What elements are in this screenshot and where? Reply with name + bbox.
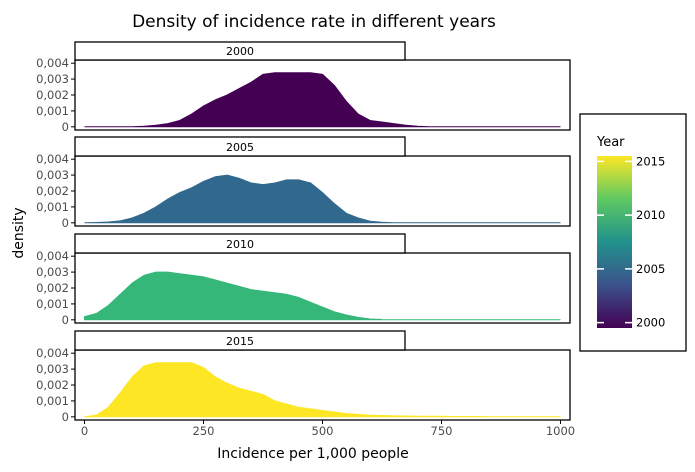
panel-2010: 2010 0 0,001 0,002 0,003 0,004 bbox=[36, 233, 571, 327]
facet-strip-label: 2005 bbox=[226, 141, 254, 154]
y-tick-label: 0 bbox=[62, 216, 69, 230]
y-tick-label: 0,003 bbox=[36, 362, 69, 376]
facet-strip-label: 2010 bbox=[226, 238, 254, 251]
legend: Year 2015 2010 2005 2000 bbox=[579, 113, 687, 352]
y-tick-label: 0,002 bbox=[36, 184, 69, 198]
chart-title: Density of incidence rate in different y… bbox=[132, 12, 496, 32]
density-area-2005 bbox=[84, 174, 561, 224]
y-tick-label: 0 bbox=[62, 313, 69, 327]
x-tick-label: 0 bbox=[81, 424, 88, 438]
y-axis-label: density bbox=[11, 207, 27, 258]
y-tick-label: 0,003 bbox=[36, 72, 69, 86]
y-tick-label: 0,004 bbox=[36, 346, 69, 360]
facet-strip-label: 2015 bbox=[226, 335, 254, 348]
x-tick-label: 500 bbox=[312, 424, 334, 438]
legend-ticks: 2015 2010 2005 2000 bbox=[597, 154, 665, 330]
y-tick-label: 0,003 bbox=[36, 168, 69, 182]
y-tick-label: 0,001 bbox=[36, 200, 69, 214]
facet-strip-label: 2000 bbox=[226, 45, 254, 58]
x-tick-label: 250 bbox=[193, 424, 215, 438]
facet-strip bbox=[74, 41, 406, 61]
legend-title: Year bbox=[596, 135, 625, 150]
panel-2015: 2015 0 0,001 0,002 0,003 0,004 bbox=[36, 330, 571, 424]
x-tick-label: 1000 bbox=[546, 424, 575, 438]
y-tick-label: 0,002 bbox=[36, 281, 69, 295]
y-tick-label: 0 bbox=[62, 410, 69, 424]
legend-label: 2000 bbox=[636, 316, 665, 330]
legend-label: 2015 bbox=[636, 154, 665, 168]
legend-label: 2010 bbox=[636, 208, 665, 222]
y-tick-label: 0,004 bbox=[36, 249, 69, 263]
y-tick-label: 0,001 bbox=[36, 104, 69, 118]
legend-label: 2005 bbox=[636, 262, 665, 276]
panel-2005: 2005 0 0,001 0,002 0,003 0,004 bbox=[36, 136, 571, 230]
facet-strip bbox=[74, 330, 406, 351]
facet-panels: 2000 0 0,001 0,002 0,003 0,004 2005 0 0,001 0,002… bbox=[36, 41, 571, 424]
facet-strip bbox=[74, 136, 406, 157]
legend-colorbar bbox=[597, 156, 632, 328]
y-tick-label: 0,001 bbox=[36, 297, 69, 311]
y-tick-label: 0,002 bbox=[36, 378, 69, 392]
y-tick-label: 0,004 bbox=[36, 56, 69, 70]
x-axis: 0 250 500 750 1000 bbox=[81, 420, 575, 438]
y-tick-label: 0 bbox=[62, 120, 69, 134]
y-tick-label: 0,003 bbox=[36, 265, 69, 279]
density-area-2015 bbox=[84, 362, 561, 418]
x-tick-label: 750 bbox=[431, 424, 453, 438]
legend-box bbox=[579, 113, 687, 352]
x-axis-label: Incidence per 1,000 people bbox=[217, 446, 408, 462]
panel-2000: 2000 0 0,001 0,002 0,003 0,004 bbox=[36, 41, 571, 134]
y-tick-label: 0,004 bbox=[36, 152, 69, 166]
facet-strip bbox=[74, 233, 406, 254]
density-area-2000 bbox=[84, 72, 561, 128]
density-area-2010 bbox=[84, 271, 561, 321]
y-tick-label: 0,001 bbox=[36, 394, 69, 408]
y-tick-label: 0,002 bbox=[36, 88, 69, 102]
